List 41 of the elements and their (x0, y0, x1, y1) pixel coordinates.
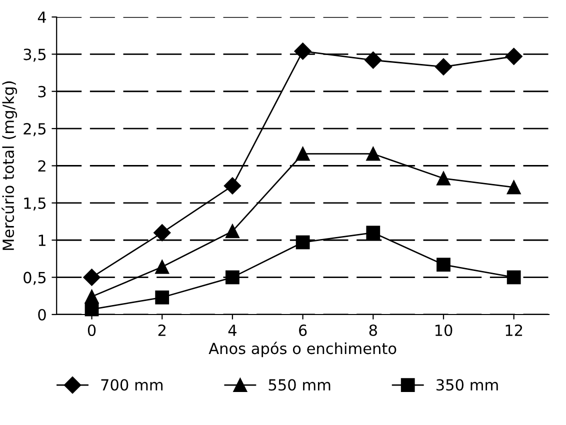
y-tick-label: 4 (38, 12, 46, 23)
y-tick-label: 0 (38, 308, 46, 321)
y-tick-label: 2 (38, 160, 46, 172)
y-tick-label: 2,5 (24, 123, 46, 136)
legend-label: 550 mm (268, 379, 330, 391)
point (366, 226, 380, 240)
y-tick-label: 0,5 (24, 272, 46, 285)
point (436, 258, 450, 272)
legend-label: 700 mm (101, 379, 163, 391)
x-tick-label: 12 (506, 324, 522, 336)
y-tick-label: 3 (38, 86, 46, 98)
point (506, 270, 521, 284)
point (83, 268, 100, 286)
point (84, 302, 99, 316)
x-tick-label: 6 (299, 324, 307, 336)
y-tick-label: 1 (38, 234, 46, 246)
point (226, 270, 240, 284)
point (154, 224, 171, 242)
point (226, 224, 240, 238)
y-axis-title: Mercúrio total (mg/kg) (2, 81, 18, 250)
point (294, 42, 312, 60)
x-tick-label: 10 (435, 324, 452, 336)
x-tick-label: 8 (369, 324, 377, 336)
point (296, 146, 310, 161)
point (366, 146, 380, 161)
y-tick-label: 3,5 (24, 48, 46, 62)
x-tick-label: 0 (88, 324, 96, 336)
point (155, 260, 170, 274)
point (434, 58, 452, 76)
x-axis-title: Anos após o enchimento (208, 342, 396, 358)
point (436, 171, 450, 186)
x-tick-label: 4 (228, 324, 236, 336)
point (224, 177, 242, 194)
point (155, 290, 170, 304)
point (506, 180, 521, 194)
point (364, 52, 382, 69)
point (505, 48, 522, 65)
x-tick-label: 2 (158, 324, 166, 336)
point (296, 235, 310, 250)
legend-label: 350 mm (436, 379, 498, 391)
y-tick-label: 1,5 (24, 198, 46, 211)
